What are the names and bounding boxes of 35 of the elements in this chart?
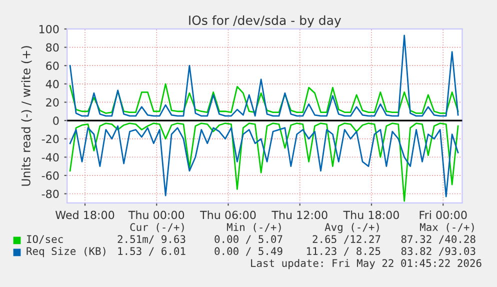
text: 2.65 /12.27 xyxy=(312,235,380,244)
x-tick-label: Thu 18:00 xyxy=(343,210,399,220)
x-tick-label: Thu 12:00 xyxy=(272,210,328,220)
text: 87.32 /40.28 xyxy=(401,235,476,244)
y-tick-label: -80 xyxy=(42,190,59,198)
text: 11.23 / 8.25 xyxy=(307,247,380,256)
x-tick-label: Thu 06:00 xyxy=(200,210,256,220)
text: Cur (-/+) xyxy=(130,223,184,232)
x-tick-label: Thu 00:00 xyxy=(128,210,184,220)
text: Min (-/+) xyxy=(226,222,281,232)
text: 0.00 / 5.07 xyxy=(214,235,282,244)
text: 83.82 /93.03 xyxy=(401,247,476,256)
line-series xyxy=(69,83,459,114)
legend-label: IO/sec xyxy=(27,235,63,244)
x-tick-label: Fri 00:00 xyxy=(420,210,467,220)
legend-label: Req Size (KB) xyxy=(26,246,106,258)
y-tick-label: 60 xyxy=(46,62,59,70)
chart-title: IOs for /dev/sda - by day xyxy=(189,15,342,28)
y-tick-label: 0 xyxy=(53,116,59,125)
text: 2.51m/ 9.63 xyxy=(118,235,186,244)
text: 1.53 / 6.01 xyxy=(118,247,186,256)
text: Avg (-/+) xyxy=(324,222,379,234)
y-tick-label: 80 xyxy=(46,43,59,52)
y-tick-label: 20 xyxy=(46,98,59,107)
y-tick-label: -40 xyxy=(42,153,59,162)
y-tick-label: -60 xyxy=(42,171,59,180)
line-series xyxy=(69,34,459,117)
y-axis-title: Units read (-) / write (+) xyxy=(21,46,32,186)
y-tick-label: 100 xyxy=(39,24,59,34)
text: Max (-/+) xyxy=(420,223,474,232)
text: Last update: Fri May 22 01:45:22 2026 xyxy=(251,258,482,270)
y-tick-label: -20 xyxy=(42,134,59,144)
x-tick-label: Wed 18:00 xyxy=(55,210,114,220)
y-tick-label: 40 xyxy=(46,80,59,88)
text: 0.00 / 5.49 xyxy=(214,247,282,256)
